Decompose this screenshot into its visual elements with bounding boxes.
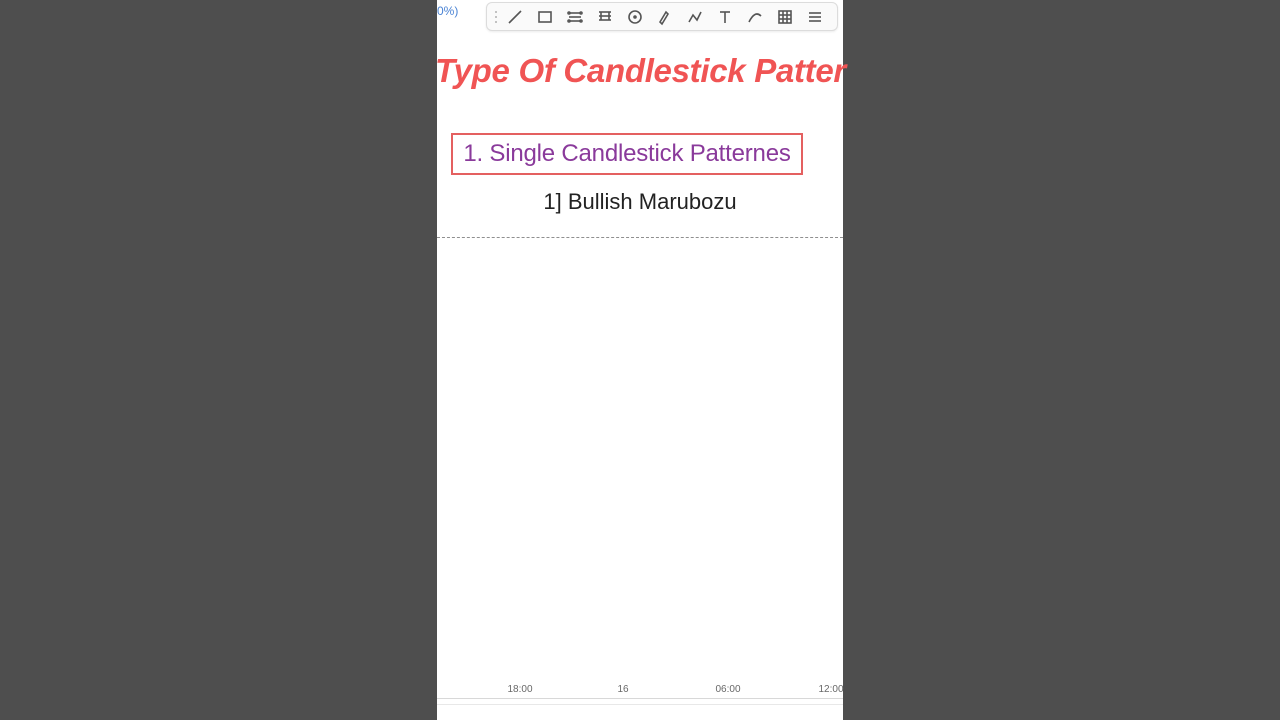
stage: 0%) [0, 0, 1280, 720]
drawing-toolbar [486, 2, 838, 31]
pattern-name: 1] Bullish Marubozu [437, 189, 843, 215]
rectangle-tool-icon[interactable] [535, 7, 555, 27]
line-tool-icon[interactable] [505, 7, 525, 27]
axis-tick-label: 06:00 [715, 684, 740, 695]
brush-tool-icon[interactable] [655, 7, 675, 27]
curve-tool-icon[interactable] [745, 7, 765, 27]
circle-tool-icon[interactable] [625, 7, 645, 27]
zoom-percent-label: 0%) [437, 4, 458, 18]
chart-x-axis: 18:00 16 06:00 12:00 [437, 684, 843, 708]
dashed-divider [437, 237, 843, 238]
grid-tool-icon[interactable] [775, 7, 795, 27]
toolbar-icons [505, 7, 829, 27]
horizontal-lines-tool-icon[interactable] [805, 7, 825, 27]
text-tool-icon[interactable] [715, 7, 735, 27]
polyline-tool-icon[interactable] [685, 7, 705, 27]
parallel-channel-tool-icon[interactable] [565, 7, 585, 27]
axis-tick-label: 18:00 [507, 684, 532, 695]
axis-tick-label: 12:00 [818, 684, 843, 695]
fib-retracement-tool-icon[interactable] [595, 7, 615, 27]
section-title: 1. Single Candlestick Patternes [463, 140, 790, 168]
axis-tick-label: 16 [617, 684, 628, 695]
axis-line-secondary [437, 704, 843, 705]
axis-line [437, 698, 843, 699]
page-title: Type Of Candlestick Patter [435, 52, 855, 90]
toolbar-drag-handle-icon[interactable] [495, 11, 497, 23]
section-title-box: 1. Single Candlestick Patternes [451, 133, 803, 175]
application-panel: 0%) [437, 0, 843, 720]
